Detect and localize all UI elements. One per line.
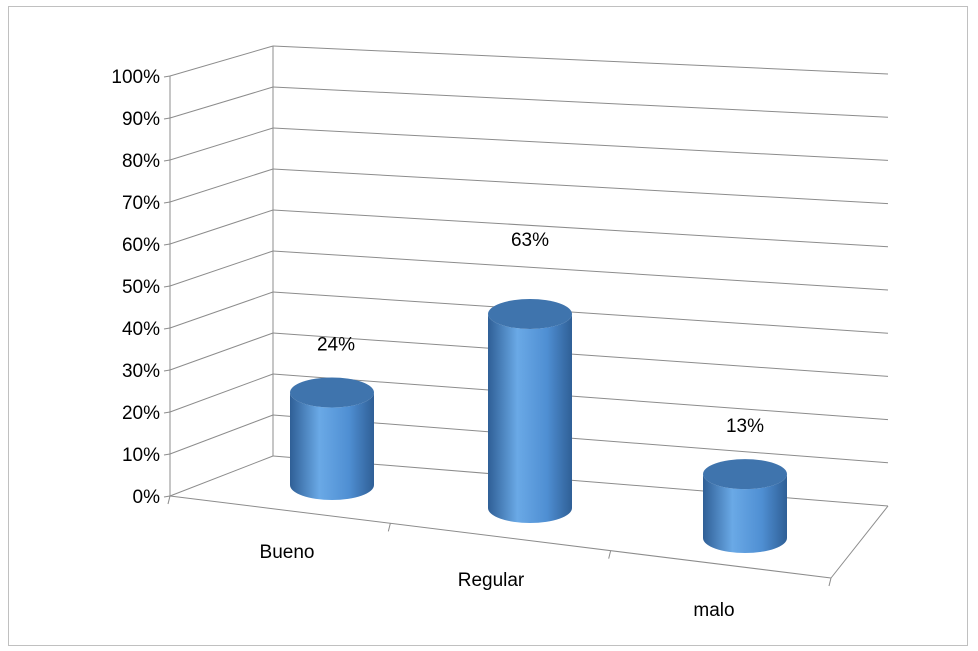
bar-top [488,298,572,329]
x-tick-label: Regular [458,570,525,591]
y-tick-label: 10% [122,445,160,466]
y-tick-label: 100% [111,67,160,88]
gridline-side [169,168,274,203]
data-label: 63% [511,230,549,251]
gridline-back [272,332,889,377]
y-tick-label: 70% [122,193,160,214]
x-tick-mark [608,550,612,559]
y-tick-mark [163,453,171,456]
gridline-back [272,291,889,334]
y-tick-mark [163,285,171,288]
y-tick-label: 40% [122,319,160,340]
gridline-back [272,373,889,421]
y-tick-label: 50% [122,277,160,298]
gridline-back [272,414,889,464]
y-tick-label: 0% [133,487,161,508]
gridline-side [169,127,274,161]
data-label: 24% [317,335,355,356]
y-tick-mark [163,159,171,162]
floor-right-edge [830,505,889,579]
x-tick-mark [828,577,832,587]
gridline-back [272,168,889,205]
y-tick-label: 60% [122,235,160,256]
bar-top [703,459,787,490]
y-tick-mark [163,327,171,330]
gridline-side [169,332,274,371]
data-label: 13% [726,416,764,437]
gridline-side [169,291,274,329]
bar-top [290,377,374,408]
x-tick-mark [387,523,391,532]
y-tick-mark [163,369,171,372]
y-tick-mark [163,495,171,498]
x-tick-mark [167,495,171,505]
y-tick-label: 90% [122,109,160,130]
gridline-back [272,250,889,291]
gridline-side [169,414,274,455]
y-tick-label: 20% [122,403,160,424]
gridline-side [169,45,274,77]
y-tick-mark [163,117,171,120]
y-tick-mark [163,243,171,246]
gridline-back [272,127,889,161]
gridline-back [272,86,889,118]
bar-body [703,474,787,553]
y-tick-mark [163,201,171,204]
y-tick-mark [163,411,171,414]
y-tick-mark [163,75,171,78]
bar-regular [488,298,572,523]
gridline-back [272,45,889,75]
gridline-side [169,373,274,413]
gridline-side [169,86,274,119]
x-tick-label: Bueno [260,542,315,563]
x-tick-label: malo [693,600,734,621]
bar-bueno [290,377,374,500]
y-tick-label: 30% [122,361,160,382]
gridline-side [169,209,274,245]
chart-svg: 0% 10% 20% 30% 40% 50% 60% 70% 80% 90% 100% 24% Bue… [8,6,968,646]
bar-body [290,392,374,500]
floor-front-edge [169,495,832,579]
bar-body [488,313,572,523]
bar-malo [703,459,787,553]
gridline-back [272,209,889,248]
gridline-side [169,455,274,497]
chart-frame: 0% 10% 20% 30% 40% 50% 60% 70% 80% 90% 100% 24% Bue… [8,6,968,646]
y-tick-label: 80% [122,151,160,172]
gridline-side [169,250,274,287]
